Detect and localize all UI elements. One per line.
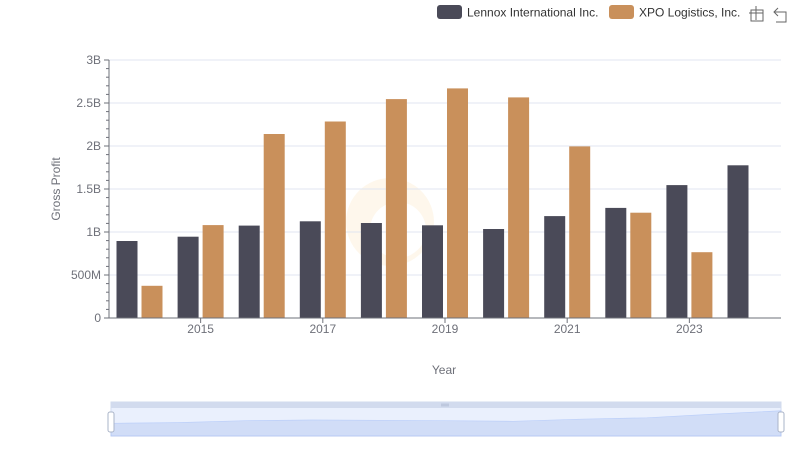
y-tick-label: 0 — [94, 311, 101, 325]
x-tick-label: 2017 — [309, 322, 336, 336]
legend-label-lennox: Lennox International Inc. — [467, 6, 598, 20]
datazoom-drag-handle[interactable] — [441, 403, 449, 407]
bar-lennox-2015[interactable] — [177, 236, 199, 318]
bar-xpo-2019[interactable] — [447, 88, 468, 319]
x-axis-title: Year — [432, 363, 456, 377]
area-zoom-icon[interactable] — [749, 6, 764, 22]
x-axis: 2015 2017 2019 2021 2023 — [109, 317, 781, 336]
datazoom-slider[interactable] — [107, 401, 785, 437]
restore-icon[interactable] — [773, 7, 787, 23]
bar-xpo-2014[interactable] — [141, 285, 163, 319]
datazoom-right-handle[interactable] — [777, 411, 785, 433]
bar-xpo-2015[interactable] — [202, 225, 224, 318]
y-tick-label: 3B — [86, 53, 101, 67]
legend-swatch-xpo — [609, 5, 634, 19]
bar-xpo-2023[interactable] — [691, 252, 713, 318]
bar-xpo-2018[interactable] — [385, 99, 407, 318]
legend-item-xpo[interactable]: XPO Logistics, Inc. — [609, 5, 740, 20]
y-tick-label: 500M — [71, 268, 101, 282]
datazoom-left-handle[interactable] — [107, 411, 115, 433]
x-tick-label: 2021 — [554, 322, 581, 336]
bar-xpo-2020[interactable] — [508, 97, 530, 319]
bar-lennox-2020[interactable] — [483, 229, 505, 318]
y-tick-label: 2B — [86, 139, 101, 153]
bar-lennox-2016[interactable] — [238, 225, 260, 318]
y-tick-label: 1.5B — [76, 182, 101, 196]
legend: Lennox International Inc. XPO Logistics,… — [437, 5, 740, 20]
legend-swatch-lennox — [437, 5, 462, 19]
bar-lennox-2019[interactable] — [422, 225, 443, 318]
bar-lennox-2023[interactable] — [666, 185, 688, 318]
y-tick-label: 1B — [86, 225, 101, 239]
y-tick-label: 2.5B — [76, 96, 101, 110]
bar-lennox-2022[interactable] — [605, 207, 627, 318]
x-tick-label: 2015 — [187, 322, 214, 336]
bar-lennox-2017[interactable] — [299, 221, 321, 319]
bar-xpo-2022[interactable] — [630, 212, 652, 318]
bar-xpo-2016[interactable] — [263, 134, 285, 318]
bars — [116, 88, 749, 319]
bar-lennox-2014[interactable] — [116, 241, 138, 318]
bar-lennox-2024[interactable] — [727, 165, 749, 318]
y-axis: 0 500M 1B 1.5B 2B 2.5B 3B — [71, 53, 110, 325]
bar-lennox-2021[interactable] — [544, 216, 566, 318]
legend-item-lennox[interactable]: Lennox International Inc. — [437, 5, 598, 20]
bar-lennox-2018[interactable] — [360, 223, 382, 318]
x-tick-label: 2023 — [676, 322, 703, 336]
bar-xpo-2017[interactable] — [324, 121, 346, 319]
bar-xpo-2021[interactable] — [569, 146, 591, 318]
x-tick-label: 2019 — [432, 322, 459, 336]
legend-label-xpo: XPO Logistics, Inc. — [639, 6, 740, 20]
y-axis-title: Gross Profit — [49, 157, 63, 221]
